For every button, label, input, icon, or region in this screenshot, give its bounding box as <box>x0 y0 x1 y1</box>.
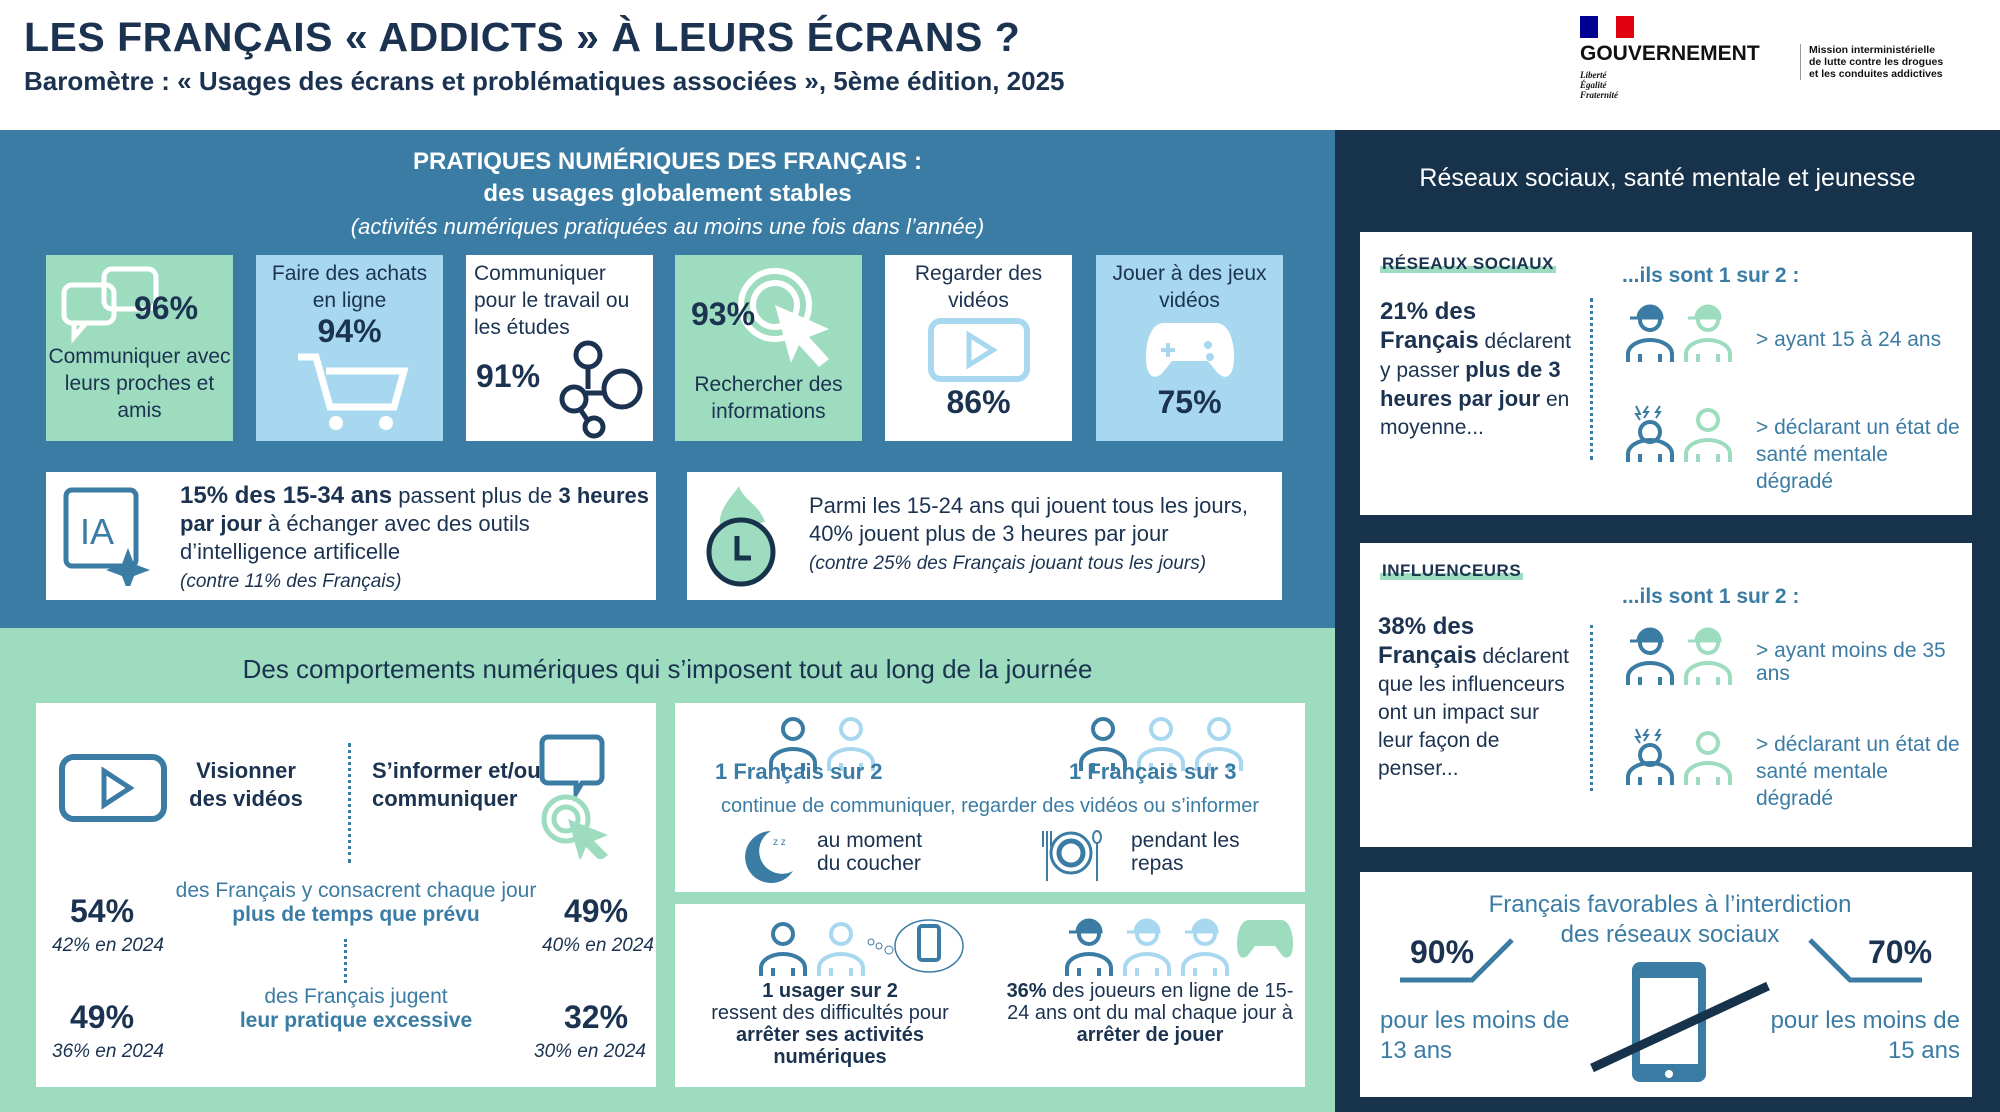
chat-cursor-icon <box>539 734 608 859</box>
person-icon <box>1065 918 1113 976</box>
mission-logo: Mission interministérielle de lutte contr… <box>1800 44 1990 80</box>
arreter-box: 1 usager sur 2 ressent des difficultés po… <box>675 904 1305 1087</box>
gamepad-icon <box>1146 323 1234 377</box>
person-icon <box>1181 918 1229 976</box>
chat-bubbles-icon <box>61 266 159 343</box>
person-icons <box>765 713 879 773</box>
reseaux-card: RÉSEAUX SOCIAUX 21% des Français déclare… <box>1360 232 1972 515</box>
person-icons <box>755 918 869 978</box>
person-icon <box>1626 728 1674 785</box>
pratiques-subtitle: des usages globalement stables <box>483 180 852 207</box>
tile-jeux: Jouer à des jeux vidéos 75% <box>1096 255 1283 441</box>
shopping-cart-icon <box>298 353 409 430</box>
network-icon <box>559 340 643 439</box>
header <box>0 0 2000 130</box>
interdiction-card: Français favorables à l’interdiction des… <box>1360 872 1972 1097</box>
svg-text:IA: IA <box>80 511 114 552</box>
svg-text:z z: z z <box>773 837 786 848</box>
tile-rechercher: 93% Rechercher des informations <box>675 255 862 441</box>
person-icon <box>759 922 807 976</box>
divider <box>344 939 347 983</box>
person-icon <box>1684 408 1732 462</box>
person-icon <box>1195 717 1243 771</box>
person-stressed-icons <box>1622 404 1736 464</box>
person-icons <box>1075 713 1247 773</box>
video-play-icon <box>928 318 1030 382</box>
tile-travail: Communiquer pour le travail ou les étude… <box>466 255 653 441</box>
tile-videos: Regarder des vidéos 86% <box>885 255 1072 441</box>
tile-achats: Faire des achats en ligne 94% <box>256 255 443 441</box>
comportements-title: Des comportements numériques qui s’impos… <box>242 654 1093 684</box>
influenceurs-card: INFLUENCEURS 38% des Français déclarent … <box>1360 543 1972 847</box>
video-play-icon <box>59 754 167 822</box>
pratiques-note: (activités numériques pratiquées au moin… <box>350 214 985 239</box>
influenceurs-tag: INFLUENCEURS <box>1380 561 1524 580</box>
phone-thought-icon <box>867 919 964 973</box>
person-icon <box>1684 304 1732 362</box>
page-subtitle: Baromètre : « Usages des écrans et probl… <box>24 66 1065 96</box>
coucher-repas-box: 1 Français sur 2 1 Français sur 3 contin… <box>675 703 1305 892</box>
ia-box: IA 15% des 15-34 ans passent plus de 3 h… <box>46 472 656 600</box>
person-icon <box>1123 918 1171 976</box>
french-flag-logo <box>1580 16 1634 38</box>
clock-flame-icon <box>706 486 776 587</box>
person-stressed-icons <box>1622 727 1736 787</box>
person-icon <box>1626 304 1674 362</box>
person-icon <box>1137 717 1185 771</box>
devise: Liberté Égalité Fraternité <box>1580 70 1619 100</box>
jeux-box: Parmi les 15-24 ans qui jouent tous les … <box>687 472 1282 600</box>
person-icon <box>1684 731 1732 785</box>
reseaux-tag: RÉSEAUX SOCIAUX <box>1380 254 1556 273</box>
divider <box>348 743 351 863</box>
person-cap-icons <box>1622 304 1736 364</box>
plate-cutlery-icon <box>1042 830 1102 881</box>
gamepad-icon <box>1237 920 1293 958</box>
interdiction-graphic <box>1400 938 1922 1082</box>
temps-box: Visionner des vidéos S’informer et/ou co… <box>36 703 656 1087</box>
ai-sparkle-icon: IA <box>63 487 150 586</box>
person-icon <box>817 922 865 976</box>
cursor-click-icon <box>738 268 829 367</box>
person-icon <box>1626 627 1674 685</box>
person-icon <box>1684 627 1732 685</box>
pratiques-title: PRATIQUES NUMÉRIQUES DES FRANÇAIS : <box>413 148 922 175</box>
person-icon <box>1079 717 1127 771</box>
person-cap-icons <box>1061 918 1233 978</box>
person-cap-icons <box>1622 627 1736 687</box>
person-icon <box>827 717 875 771</box>
moon-sleep-icon: z z <box>745 831 793 883</box>
person-icon <box>769 717 817 771</box>
right-title: Réseaux sociaux, santé mentale et jeunes… <box>1419 164 1916 192</box>
person-icon <box>1626 405 1674 462</box>
gouvernement-logo: GOUVERNEMENT <box>1580 42 1760 65</box>
tile-communiquer-proches: 96% Communiquer avec leurs proches et am… <box>46 255 233 441</box>
page-title: LES FRANÇAIS « ADDICTS » À LEURS ÉCRANS … <box>24 14 1021 60</box>
